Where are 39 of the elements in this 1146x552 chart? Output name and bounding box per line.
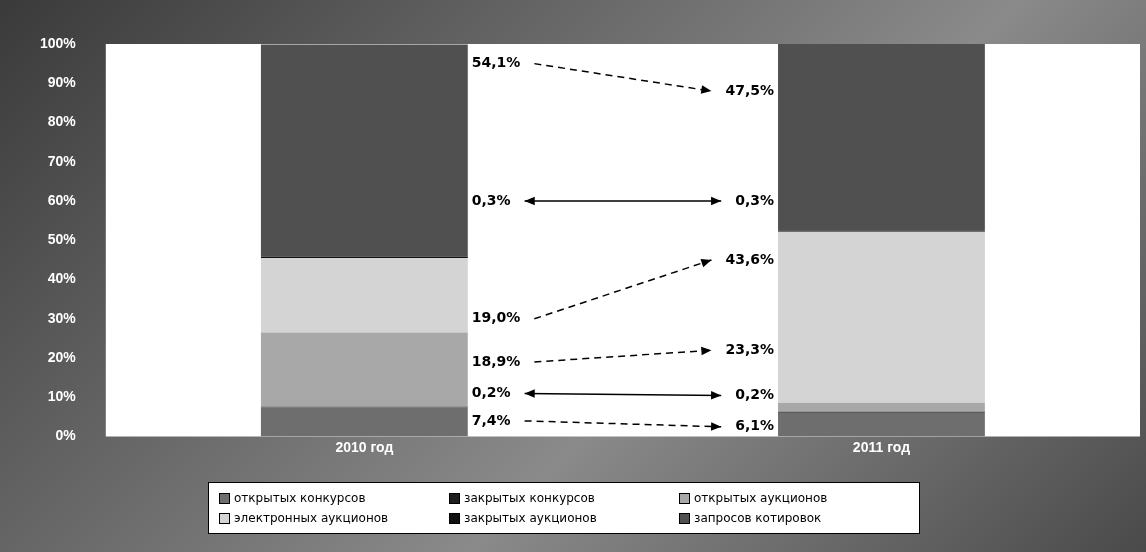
- y-tick-label: 50%: [47, 231, 77, 248]
- legend-label: открытых конкурсов: [233, 491, 367, 505]
- x-tick-label: 2010 год: [335, 438, 394, 455]
- y-tick-label: 60%: [47, 191, 77, 208]
- y-tick-label: 80%: [47, 113, 77, 130]
- annotation: 0,3%: [735, 191, 775, 208]
- annotation: 54,1%: [471, 54, 521, 71]
- legend-label: электронных аукционов: [233, 511, 390, 525]
- y-tick-label: 30%: [47, 309, 77, 326]
- y-tick-label: 10%: [47, 388, 77, 405]
- annotation: 0,3%: [471, 191, 511, 208]
- annotation: 23,3%: [725, 340, 775, 357]
- bar: [778, 402, 985, 412]
- bar: [260, 44, 468, 257]
- y-tick-label: 0%: [55, 427, 77, 444]
- y-tick-label: 90%: [47, 74, 77, 91]
- annotation: 0,2%: [735, 386, 775, 403]
- y-tick-label: 20%: [47, 348, 77, 365]
- annotation: 47,5%: [725, 81, 775, 98]
- y-tick-label: 40%: [47, 270, 77, 287]
- y-tick-label: 70%: [47, 152, 77, 169]
- bar: [260, 257, 468, 333]
- x-tick-label: 2011 год: [852, 438, 911, 455]
- bar: [778, 231, 985, 403]
- legend-label: запросов котировок: [693, 511, 823, 525]
- annotation: 43,6%: [725, 250, 775, 267]
- annotation: 18,9%: [471, 352, 521, 369]
- annotation: 19,0%: [471, 309, 521, 326]
- bar: [778, 44, 985, 231]
- legend-label: открытых аукционов: [693, 491, 829, 505]
- annotation: 6,1%: [735, 417, 775, 434]
- legend-label: закрытых конкурсов: [463, 491, 596, 505]
- annotation: 0,2%: [471, 384, 511, 401]
- bar: [260, 332, 468, 407]
- bar: [260, 407, 468, 437]
- legend-label: закрытых аукционов: [463, 511, 598, 525]
- annotation: 7,4%: [471, 411, 511, 428]
- bar: [778, 412, 985, 437]
- y-tick-label: 100%: [39, 34, 77, 51]
